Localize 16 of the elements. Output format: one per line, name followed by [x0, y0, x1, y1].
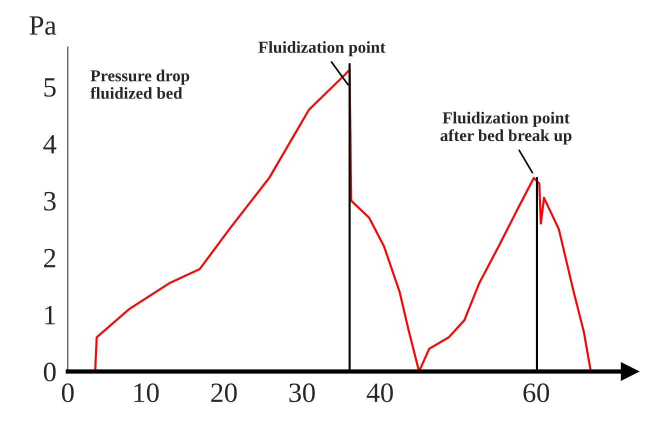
x-tick-label: 20: [211, 383, 237, 402]
annotation: Fluidization point after bed break up: [440, 112, 572, 145]
y-tick-label: 1: [45, 306, 56, 324]
annotation: Pressure drop fluidized bed: [90, 70, 190, 99]
annotation: Fluidization point: [258, 41, 386, 56]
x-tick-label: 40: [366, 383, 393, 402]
y-tick-label: 0: [44, 362, 56, 382]
y-tick-label: 2: [44, 248, 56, 268]
x-tick-label: 30: [289, 383, 315, 402]
x-tick-label: 60: [523, 383, 550, 402]
y-tick-label: 5: [44, 78, 56, 97]
y-axis-title: Pa: [30, 16, 56, 35]
x-tick-label: 10: [134, 383, 159, 402]
y-tick-label: 4: [43, 135, 56, 154]
x-tick-label: 0: [62, 383, 74, 402]
y-tick-label: 3: [44, 192, 56, 211]
